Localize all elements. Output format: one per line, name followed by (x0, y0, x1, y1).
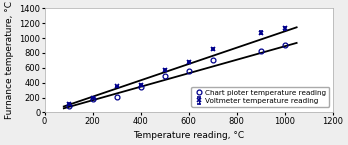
X-axis label: Temperature reading, °C: Temperature reading, °C (133, 131, 244, 140)
Chart pioter temperature reading (114, 96, 119, 98)
Chart pioter temperature reading (211, 59, 215, 60)
Chart pioter temperature reading (66, 106, 71, 107)
Chart pioter temperature reading (259, 51, 263, 52)
Y-axis label: Furnance temperature, °C: Furnance temperature, °C (5, 1, 14, 119)
Line: Chart pioter temperature reading: Chart pioter temperature reading (66, 42, 287, 109)
Legend: Chart pioter temperature reading, Voltmeter temperature reading: Chart pioter temperature reading, Voltme… (191, 87, 329, 107)
Chart pioter temperature reading (90, 99, 95, 100)
Chart pioter temperature reading (139, 86, 143, 88)
Chart pioter temperature reading (163, 75, 167, 77)
Chart pioter temperature reading (283, 44, 287, 46)
Chart pioter temperature reading (187, 70, 191, 72)
